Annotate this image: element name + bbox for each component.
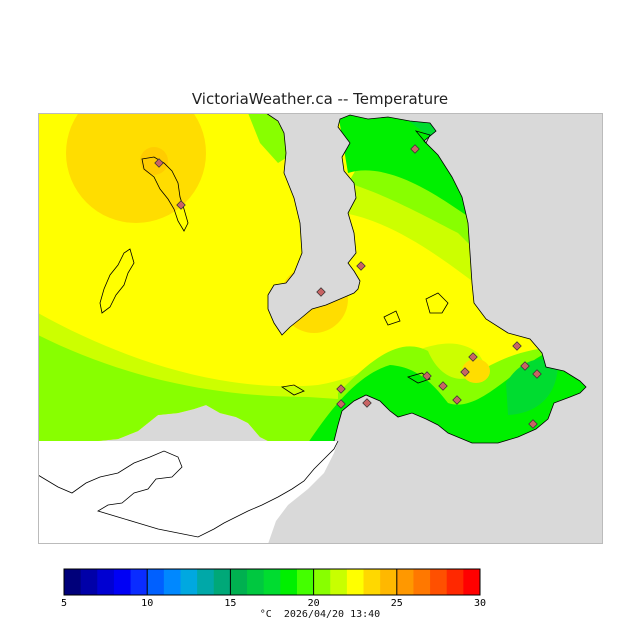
station-marker-icon	[176, 200, 186, 210]
island-west	[99, 248, 135, 314]
timestamp: 2026/04/20 13:40	[283, 609, 381, 620]
mainland-coast	[265, 113, 587, 444]
station-marker-icon	[410, 144, 420, 154]
legend-tick-label: 5	[61, 598, 67, 608]
station-marker-icon	[532, 369, 542, 379]
legend-cell	[213, 569, 231, 595]
legend-cell	[430, 569, 448, 595]
band-17-18-north	[348, 133, 518, 303]
legend-cells	[63, 568, 481, 596]
band-17-18	[38, 335, 348, 449]
island-salt-spring	[141, 156, 189, 232]
legend-tick-label: 15	[224, 598, 236, 608]
legend-cell	[163, 569, 181, 595]
legend-cell	[113, 569, 132, 595]
legend-cell	[380, 569, 398, 595]
map-frame	[38, 113, 603, 544]
station-marker-icon	[520, 361, 530, 371]
no-data-region	[38, 441, 338, 544]
island-small-1	[280, 384, 305, 396]
legend-cell	[64, 569, 82, 595]
island-small-3	[425, 292, 449, 314]
band-20-21-east	[462, 359, 490, 383]
legend-cell	[446, 569, 464, 595]
legend-cell	[97, 569, 115, 595]
legend-tick-label: 10	[141, 598, 153, 608]
legend-cell	[463, 569, 481, 595]
legend-tick-label: 30	[474, 598, 486, 608]
legend-cell	[80, 569, 98, 595]
band-20-21-northwest-core	[140, 147, 168, 175]
legend-tick-label: 25	[391, 598, 403, 608]
unit-label: °C	[259, 609, 272, 620]
color-scale-legend: 5 10 15 20 25 30	[61, 568, 486, 608]
station-marker-icon	[438, 381, 448, 391]
legend-cell	[330, 569, 348, 595]
temperature-map[interactable]	[38, 113, 603, 544]
station-marker-icon	[362, 398, 372, 408]
legend-cell	[230, 569, 248, 595]
map-footer: °C 2026/04/20 13:40	[0, 609, 640, 620]
legend-cell	[247, 569, 265, 595]
legend-cell	[346, 569, 365, 595]
legend-cell	[280, 569, 298, 595]
station-marker-icon	[528, 419, 538, 429]
band-15-16	[506, 359, 558, 415]
station-marker-icon	[460, 367, 470, 377]
map-title: VictoriaWeather.ca -- Temperature	[191, 90, 449, 108]
station-marker-icon	[422, 371, 432, 381]
station-marker-icon	[356, 261, 366, 271]
island-small-4	[407, 372, 431, 384]
legend-cell	[197, 569, 215, 595]
station-marker-icon	[316, 287, 326, 297]
station-marker-icon	[336, 384, 346, 394]
legend-cell	[413, 569, 431, 595]
station-marker-icon	[154, 158, 164, 168]
coastlines	[38, 113, 587, 538]
band-20-21-northwest	[66, 113, 206, 223]
legend-cell	[363, 569, 381, 595]
island-ne-1	[414, 130, 431, 144]
station-marker-icon	[468, 352, 478, 362]
station-marker-icon	[452, 395, 462, 405]
legend-tick-label: 20	[308, 598, 320, 608]
station-marker-icon	[512, 341, 522, 351]
legend-ticks: 5 10 15 20 25 30	[61, 569, 486, 608]
legend-cell	[180, 569, 198, 595]
legend-cell	[130, 569, 148, 595]
south-coast	[38, 440, 339, 538]
island-small-2	[383, 310, 401, 326]
legend-cell	[313, 569, 331, 595]
legend-cell	[147, 569, 165, 595]
station-marker-icon	[336, 399, 346, 409]
legend-cell	[296, 569, 315, 595]
legend-cell	[396, 569, 414, 595]
legend-cell	[263, 569, 281, 595]
stations	[154, 144, 542, 429]
